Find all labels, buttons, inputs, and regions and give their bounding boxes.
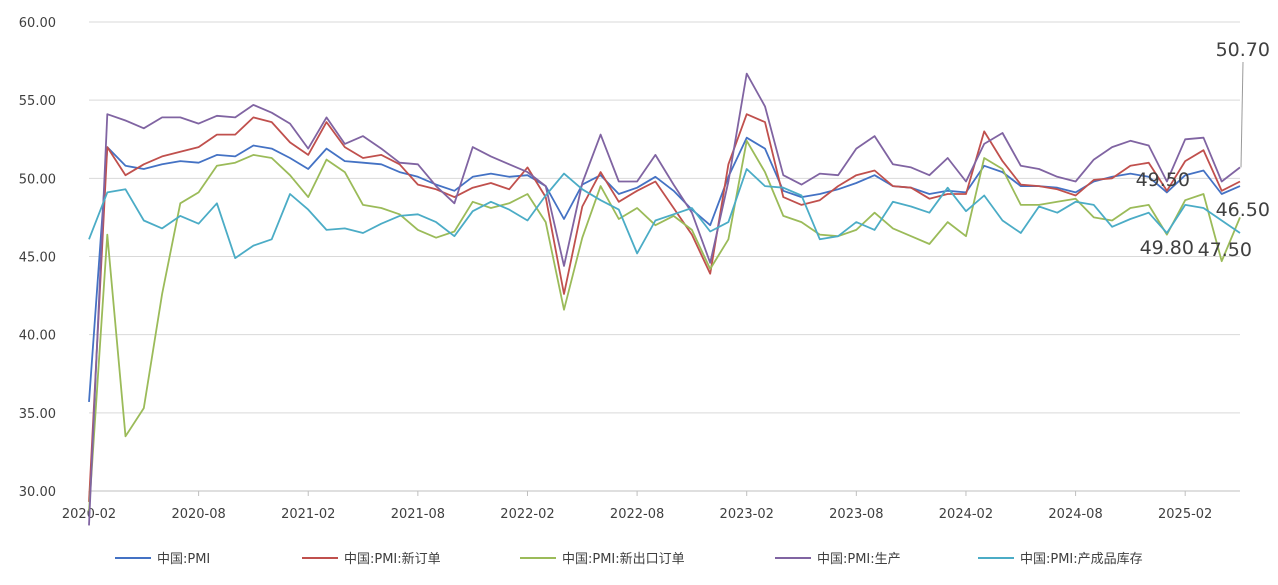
x-tick-label: 2023-02 [720,507,774,522]
annotation-label: 49.80 [1140,237,1194,259]
legend: 中国:PMI 中国:PMI:新订单 中国:PMI:新出口订单 中国:PMI:生产 中国:… [115,551,1143,567]
legend-label: 中国:PMI:新订单 [344,551,441,567]
annotation-label: 47.50 [1198,239,1252,261]
legend-label: 中国:PMI:生产 [817,552,901,567]
x-tick-label: 2025-02 [1158,507,1212,522]
legend-label: 中国:PMI:新出口订单 [562,551,685,567]
legend-label: 中国:PMI [157,552,210,567]
x-tick-label: 2021-08 [391,507,445,522]
y-tick-label: 50.00 [19,172,56,187]
y-tick-label: 30.00 [19,485,56,500]
y-tick-label: 40.00 [19,329,56,344]
series-line-3 [88,72,1241,526]
x-tick-label: 2021-02 [281,507,335,522]
gridlines [89,21,1240,492]
x-tick-label: 2020-08 [171,507,225,522]
annotation-leader [1240,61,1244,168]
x-tick-label: 2022-08 [610,507,664,522]
x-tick-label: 2024-02 [939,507,993,522]
series-line-1 [88,113,1241,502]
series-lines [88,72,1241,526]
annotation-label: 50.70 [1216,39,1270,61]
annotations: 50.70 49.50 46.50 49.80 47.50 [1136,39,1270,261]
x-tick-label: 2022-02 [500,507,554,522]
x-tick-label: 2023-08 [829,507,883,522]
annotation-label: 49.50 [1136,169,1190,191]
series-line-4 [88,168,1241,260]
y-tick-label: 55.00 [19,94,56,109]
x-tick-label: 2024-08 [1048,507,1102,522]
y-tick-label: 60.00 [19,16,56,31]
y-tick-label: 45.00 [19,251,56,266]
y-tick-label: 35.00 [19,407,56,422]
y-axis: 30.00 35.00 40.00 45.00 50.00 55.00 60.00 [19,16,56,500]
series-line-2 [88,139,1241,512]
series-line-0 [88,136,1241,402]
legend-label: 中国:PMI:产成品库存 [1020,551,1143,567]
x-axis: 2020-02 2020-08 2021-02 2021-08 2022-02 2022-… [62,490,1240,522]
annotation-label: 46.50 [1216,199,1270,221]
